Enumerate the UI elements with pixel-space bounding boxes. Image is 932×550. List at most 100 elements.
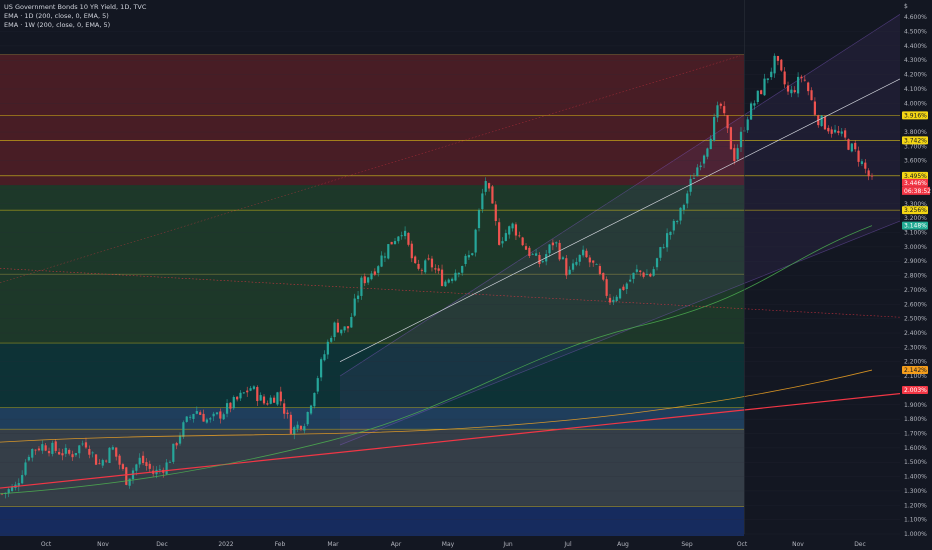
candle-body[interactable] xyxy=(94,454,98,465)
candle-body[interactable] xyxy=(521,237,524,246)
candle-body[interactable] xyxy=(34,449,37,451)
candle-body[interactable] xyxy=(397,236,400,242)
candle-body[interactable] xyxy=(323,354,326,361)
candle-body[interactable] xyxy=(10,486,14,491)
candle-body[interactable] xyxy=(504,233,507,241)
candle-body[interactable] xyxy=(592,260,595,263)
candle-body[interactable] xyxy=(182,422,185,437)
candle-body[interactable] xyxy=(629,279,632,282)
candle-body[interactable] xyxy=(669,231,672,236)
candle-body[interactable] xyxy=(615,296,618,301)
price-badge[interactable] xyxy=(902,136,928,145)
candle-body[interactable] xyxy=(477,210,481,229)
candle-body[interactable] xyxy=(686,193,689,204)
candle-body[interactable] xyxy=(343,326,346,331)
candle-body[interactable] xyxy=(306,411,309,425)
candle-body[interactable] xyxy=(682,204,685,210)
candle-body[interactable] xyxy=(494,204,497,221)
candle-body[interactable] xyxy=(283,403,286,414)
candle-body[interactable] xyxy=(91,452,94,454)
price-scale-menu[interactable]: $ xyxy=(904,3,908,10)
candle-body[interactable] xyxy=(212,413,215,417)
candle-body[interactable] xyxy=(390,241,393,245)
candle-body[interactable] xyxy=(618,288,622,299)
candle-body[interactable] xyxy=(857,150,860,162)
candle-body[interactable] xyxy=(854,142,857,150)
candle-body[interactable] xyxy=(763,78,766,96)
candle-body[interactable] xyxy=(202,413,205,422)
candle-body[interactable] xyxy=(723,106,726,114)
candle-body[interactable] xyxy=(175,443,178,446)
candle-body[interactable] xyxy=(706,148,709,157)
candle-body[interactable] xyxy=(330,337,333,342)
candle-body[interactable] xyxy=(373,271,376,275)
candle-body[interactable] xyxy=(679,207,682,221)
candle-body[interactable] xyxy=(555,242,558,244)
candle-body[interactable] xyxy=(24,462,27,475)
candle-body[interactable] xyxy=(739,131,743,148)
candle-body[interactable] xyxy=(467,255,471,258)
candle-body[interactable] xyxy=(726,115,729,129)
candle-body[interactable] xyxy=(232,397,235,409)
candle-body[interactable] xyxy=(793,90,796,93)
candle-body[interactable] xyxy=(242,392,245,394)
candle-body[interactable] xyxy=(659,247,662,258)
candle-body[interactable] xyxy=(108,447,111,463)
ema-1d-legend[interactable]: EMA · 1D (200, close, 0, EMA, 5) xyxy=(4,12,109,20)
candle-body[interactable] xyxy=(125,467,128,485)
candle-body[interactable] xyxy=(400,235,403,237)
price-badge[interactable] xyxy=(902,171,928,180)
candle-body[interactable] xyxy=(582,249,585,256)
candle-body[interactable] xyxy=(356,295,360,300)
candle-body[interactable] xyxy=(81,443,84,445)
candle-body[interactable] xyxy=(534,253,538,256)
candle-body[interactable] xyxy=(689,178,692,192)
candle-body[interactable] xyxy=(746,119,749,131)
candle-body[interactable] xyxy=(833,129,837,133)
candle-body[interactable] xyxy=(699,165,702,168)
candle-body[interactable] xyxy=(692,178,696,179)
candle-body[interactable] xyxy=(47,451,51,454)
candle-body[interactable] xyxy=(800,76,803,79)
candle-body[interactable] xyxy=(98,463,101,465)
candle-body[interactable] xyxy=(252,386,256,389)
candle-body[interactable] xyxy=(820,115,823,127)
candle-body[interactable] xyxy=(434,268,437,270)
candle-body[interactable] xyxy=(548,244,551,254)
candle-body[interactable] xyxy=(790,89,793,94)
candle-body[interactable] xyxy=(353,298,356,316)
candle-body[interactable] xyxy=(128,478,131,486)
candle-body[interactable] xyxy=(481,193,484,210)
candle-body[interactable] xyxy=(377,266,380,273)
candle-body[interactable] xyxy=(383,256,387,258)
candle-body[interactable] xyxy=(44,445,47,451)
candle-body[interactable] xyxy=(766,78,769,80)
candle-body[interactable] xyxy=(41,444,44,451)
candle-body[interactable] xyxy=(770,71,773,78)
candle-body[interactable] xyxy=(696,167,699,177)
candle-body[interactable] xyxy=(830,129,833,134)
candle-body[interactable] xyxy=(561,257,565,260)
candle-body[interactable] xyxy=(131,470,135,480)
candle-body[interactable] xyxy=(363,276,366,284)
candle-body[interactable] xyxy=(716,105,719,118)
candle-body[interactable] xyxy=(367,277,370,283)
candle-body[interactable] xyxy=(27,456,30,461)
candle-body[interactable] xyxy=(71,454,74,458)
candle-body[interactable] xyxy=(823,116,827,130)
candle-body[interactable] xyxy=(524,246,528,250)
candle-body[interactable] xyxy=(101,460,104,466)
candle-body[interactable] xyxy=(501,241,504,244)
candle-body[interactable] xyxy=(531,253,534,255)
candle-body[interactable] xyxy=(514,224,518,236)
candle-body[interactable] xyxy=(148,463,151,469)
candle-body[interactable] xyxy=(571,263,575,270)
candle-body[interactable] xyxy=(430,258,434,268)
candle-body[interactable] xyxy=(51,442,54,454)
candle-body[interactable] xyxy=(272,397,276,403)
candle-body[interactable] xyxy=(279,391,282,402)
candle-body[interactable] xyxy=(387,244,390,259)
candle-body[interactable] xyxy=(61,453,64,456)
